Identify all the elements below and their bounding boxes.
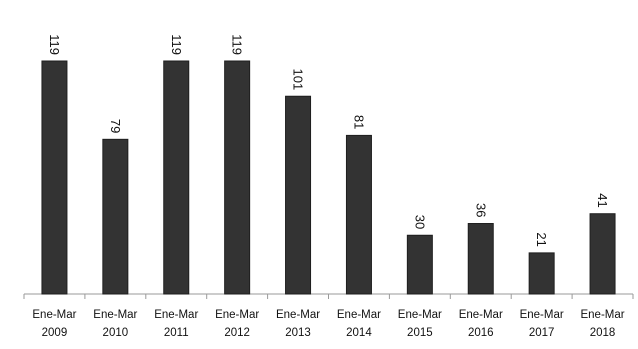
data-label: 119 [169, 34, 184, 55]
data-label: 21 [534, 232, 549, 246]
x-tick-label: 2009 [42, 327, 68, 339]
bar [41, 60, 68, 295]
x-tick-label: 2016 [468, 327, 494, 339]
bar [345, 134, 372, 295]
data-label: 81 [351, 115, 366, 129]
data-labels-group: 119 79 119 119 101 81 30 36 21 41 [47, 34, 610, 247]
bar [589, 213, 616, 295]
data-label: 36 [473, 203, 488, 217]
bar [285, 95, 312, 295]
x-tick-label: Ene-Mar [398, 309, 442, 321]
bar [406, 234, 433, 295]
x-tick-label: 2013 [285, 327, 311, 339]
data-label: 30 [412, 215, 427, 229]
bar [163, 60, 190, 295]
x-tick-label: Ene-Mar [154, 309, 198, 321]
x-tick-label: Ene-Mar [276, 309, 320, 321]
x-tick-label: Ene-Mar [32, 309, 76, 321]
x-tick-label: 2015 [407, 327, 433, 339]
x-tick-label: 2014 [346, 327, 372, 339]
bar [102, 138, 129, 295]
x-axis-tick-labels: Ene-Mar 2009 Ene-Mar 2010 Ene-Mar 2011 Ene-Mar… [32, 309, 624, 339]
x-tick-label: Ene-Mar [215, 309, 259, 321]
x-tick-label: Ene-Mar [93, 309, 137, 321]
x-tick-label: Ene-Mar [459, 309, 503, 321]
bars-group [41, 60, 616, 295]
data-label: 101 [291, 69, 306, 91]
x-tick-label: 2011 [164, 327, 189, 339]
bar [224, 60, 251, 295]
bar [528, 252, 555, 295]
data-label: 79 [108, 119, 123, 133]
x-tick-label: Ene-Mar [520, 309, 564, 321]
x-tick-label: Ene-Mar [580, 309, 624, 321]
x-tick-label: 2017 [529, 327, 555, 339]
x-tick-label: Ene-Mar [337, 309, 381, 321]
bar [467, 223, 494, 295]
x-tick-label: 2018 [590, 327, 616, 339]
data-label: 41 [595, 193, 610, 207]
x-tick-label: 2010 [103, 327, 129, 339]
data-label: 119 [47, 34, 62, 55]
x-axis-ticks [23, 294, 634, 299]
x-tick-label: 2012 [224, 327, 250, 339]
data-label: 119 [230, 34, 245, 55]
